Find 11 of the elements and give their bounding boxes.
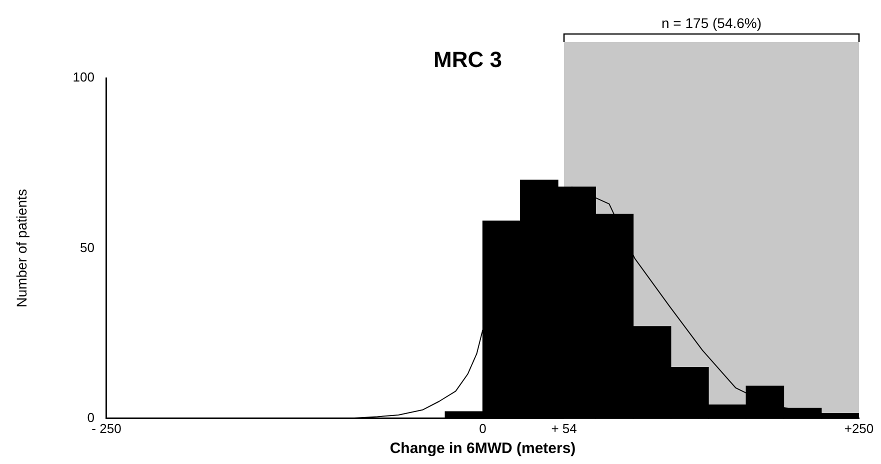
x-tick-label: 0 <box>479 420 486 436</box>
band-label: n = 175 (54.6%) <box>662 14 762 31</box>
y-tick-label: 100 <box>72 70 94 85</box>
x-tick-label: + 54 <box>551 420 577 436</box>
y-tick-label: 0 <box>87 410 94 425</box>
x-axis-title: Change in 6MWD (meters) <box>390 440 576 458</box>
y-tick-label: 50 <box>80 240 94 255</box>
y-axis-title: Number of patients <box>13 189 30 308</box>
x-tick-label: - 250 <box>92 420 122 436</box>
x-tick-label: +250 <box>844 420 874 436</box>
chart-title: MRC 3 <box>434 47 502 72</box>
